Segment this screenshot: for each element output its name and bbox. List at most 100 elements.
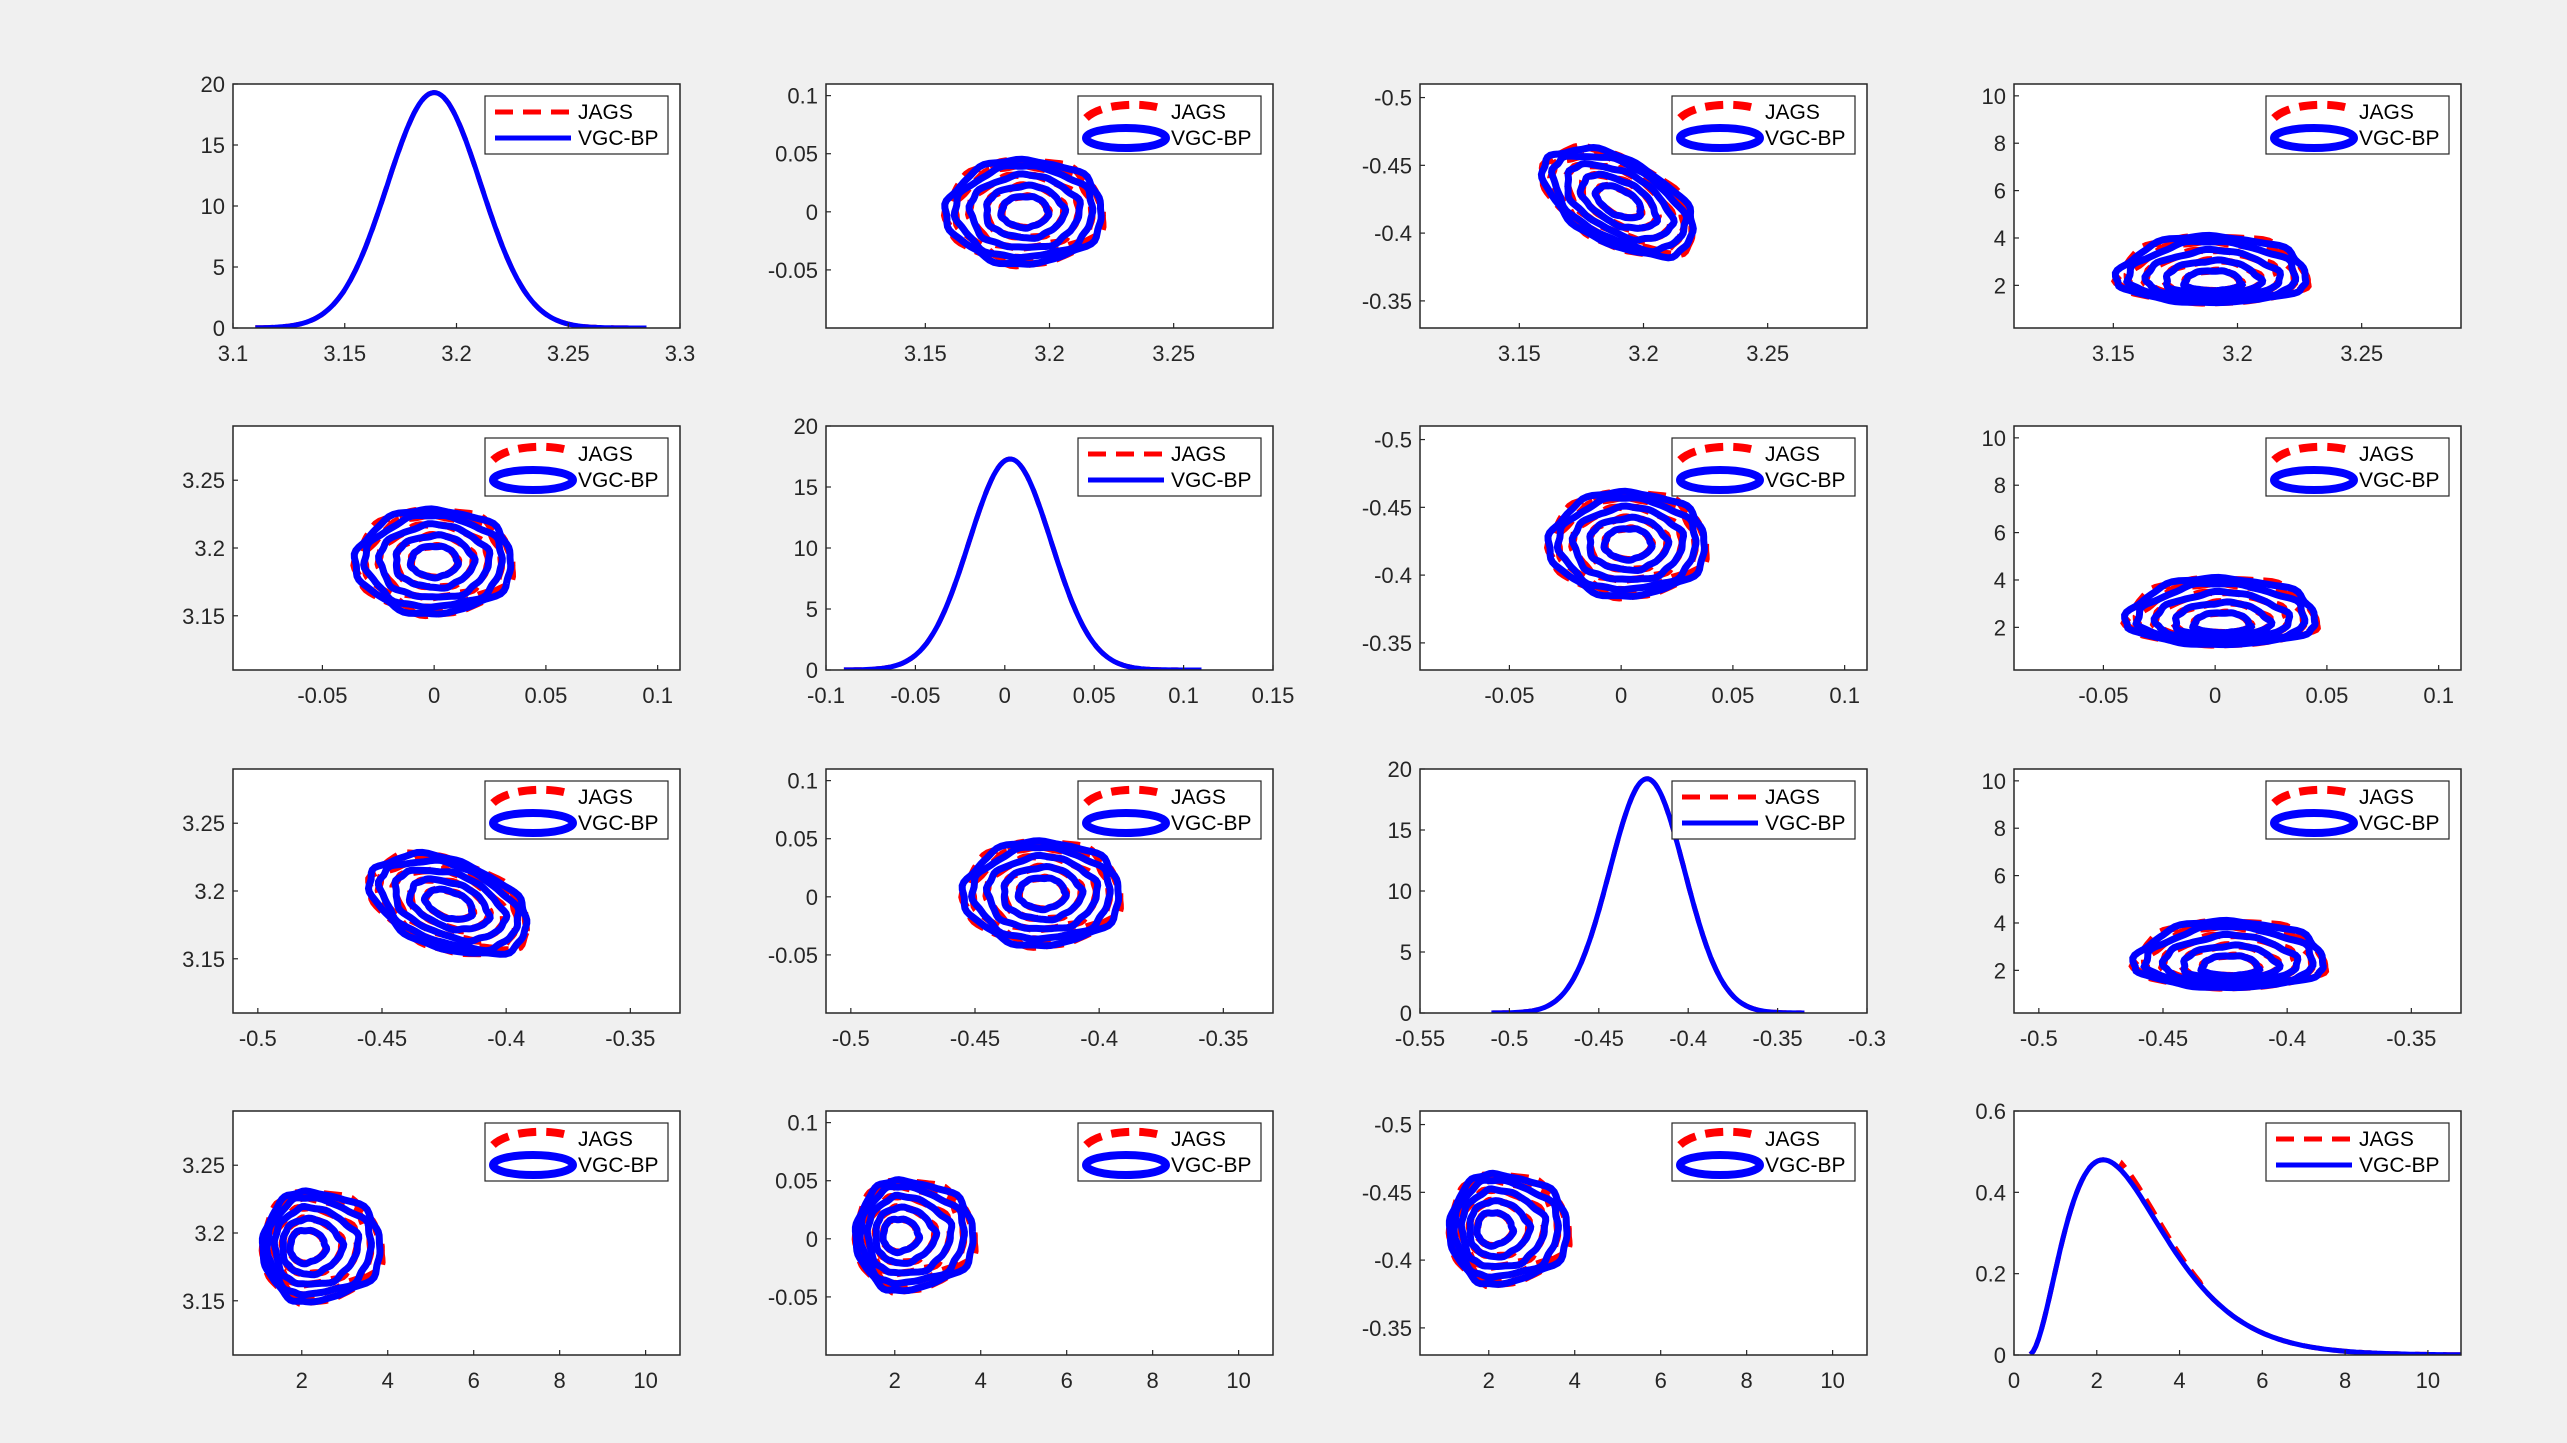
- legend-box: [1671, 780, 1856, 840]
- x-tick-label: -0.5: [1490, 1026, 1528, 1051]
- y-tick-label: 4: [1994, 226, 2006, 251]
- x-tick-label: 2: [1483, 1368, 1495, 1393]
- x-tick-label: 0.05: [524, 683, 567, 708]
- density-line-vgc-bp: [1491, 776, 1805, 1013]
- axes-frame: [1419, 425, 1868, 671]
- subplot-2-1: -0.05 0 0.05 0.1 3.15 3.2 3.25 JAGS VGC-BP: [182, 425, 681, 708]
- x-tick-label: 3.2: [1034, 341, 1065, 366]
- x-tick-label: 0.1: [1829, 683, 1860, 708]
- contour-vgc-bp-level-1: [420, 885, 477, 923]
- x-tick-label: 3.15: [323, 341, 366, 366]
- contour-vgc-bp-level-3: [1564, 159, 1678, 244]
- legend-box: [1077, 437, 1262, 497]
- y-tick-label: 0: [806, 658, 818, 683]
- x-tick-label: -0.05: [297, 683, 347, 708]
- plot-area: [940, 155, 1107, 270]
- x-tick-label: 3.15: [1498, 341, 1541, 366]
- x-tick-label: 0.1: [642, 683, 673, 708]
- legend-swatch-jags: [1083, 1127, 1168, 1149]
- y-tick-label: 0: [1400, 1001, 1412, 1026]
- legend: JAGS VGC-BP: [484, 1122, 669, 1182]
- x-tick-label: 6: [2256, 1368, 2268, 1393]
- x-tick-label: 4: [1569, 1368, 1581, 1393]
- x-tick-label: 8: [2339, 1368, 2351, 1393]
- legend-swatch-jags: [1677, 1127, 1762, 1149]
- contour-vgc-bp-level-3: [1457, 1185, 1550, 1270]
- x-tick-label: 2: [889, 1368, 901, 1393]
- y-tick-label: 20: [201, 72, 225, 97]
- y-tick-label: 3.2: [194, 536, 225, 561]
- y-tick-label: 15: [1388, 818, 1412, 843]
- x-tick-label: 4: [975, 1368, 987, 1393]
- contour-vgc-bp-level-5: [958, 837, 1123, 950]
- x-tick-label: 6: [1061, 1368, 1073, 1393]
- x-tick-label: 3.25: [2340, 341, 2383, 366]
- subplot-1-2: 3.15 3.2 3.25 -0.05 0 0.05 0.1 JAGS VGC-BP: [768, 83, 1274, 366]
- legend-label-vgc-bp: VGC-BP: [1765, 1154, 1846, 1177]
- x-tick-label: 4: [2173, 1368, 2185, 1393]
- legend-label-vgc-bp: VGC-BP: [1171, 812, 1252, 835]
- plot-area: [258, 1187, 386, 1308]
- x-tick-label: 0.15: [1252, 683, 1295, 708]
- legend: JAGS VGC-BP: [1671, 437, 1856, 497]
- y-tick-label: -0.45: [1362, 153, 1412, 178]
- subplot-3-4: -0.5 -0.45 -0.4 -0.35 2 4 6 8 10 JAGS VGC-BP: [1982, 768, 2462, 1051]
- legend-label-jags: JAGS: [1765, 786, 1820, 809]
- y-tick-label: 5: [1400, 940, 1412, 965]
- y-tick-label: -0.4: [1374, 221, 1412, 246]
- y-tick-label: -0.45: [1362, 1180, 1412, 1205]
- legend-label-vgc-bp: VGC-BP: [1171, 469, 1252, 492]
- contour-vgc-bp-level-1: [2180, 267, 2247, 295]
- y-tick-label: -0.05: [768, 943, 818, 968]
- contour-vgc-bp-level-1: [1591, 182, 1645, 222]
- y-tick-label: 0.05: [775, 827, 818, 852]
- subplot-1-3: 3.15 3.2 3.25 -0.35 -0.4 -0.45 -0.5 JAGS VGC-BP: [1362, 83, 1868, 366]
- y-tick-label: 10: [1982, 84, 2006, 109]
- legend: JAGS VGC-BP: [1671, 95, 1856, 155]
- contour-vgc-bp-level-5: [2111, 231, 2310, 307]
- contour-vgc-bp-level-2: [2180, 941, 2284, 983]
- contour-vgc-bp-level-4: [1553, 494, 1700, 594]
- contour-rings: [851, 1176, 979, 1297]
- y-tick-label: 4: [1994, 911, 2006, 936]
- legend-label-jags: JAGS: [578, 101, 633, 124]
- subplot-2-3: -0.05 0 0.05 0.1 -0.35 -0.4 -0.45 -0.5 JAGS VGC-B…: [1362, 425, 1868, 708]
- plot-area: [2028, 1157, 2461, 1355]
- y-tick-label: -0.05: [768, 1285, 818, 1310]
- y-tick-label: -0.45: [1362, 495, 1412, 520]
- x-tick-label: 3.25: [1746, 341, 1789, 366]
- legend-swatch-jags: [490, 442, 575, 464]
- subplot-3-1: -0.5 -0.45 -0.4 -0.35 3.15 3.2 3.25 JAGS VGC-BP: [182, 768, 681, 1051]
- contour-vgc-bp-level-5: [364, 848, 531, 958]
- legend: JAGS VGC-BP: [1077, 780, 1262, 840]
- y-tick-label: 3.2: [194, 1221, 225, 1246]
- legend-swatch-vgc-bp: [2270, 809, 2358, 837]
- x-tick-label: 0: [2008, 1368, 2020, 1393]
- density-line-vgc-bp: [255, 89, 647, 328]
- y-tick-label: 4: [1994, 568, 2006, 593]
- contour-rings: [2128, 916, 2330, 992]
- subplot-2-2: -0.1 -0.05 0 0.05 0.1 0.15 0 5 10 15 20 JAGS VGC-BP: [794, 414, 1295, 708]
- y-tick-label: -0.4: [1374, 1248, 1412, 1273]
- x-tick-label: 10: [1226, 1368, 1250, 1393]
- y-tick-label: 8: [1994, 473, 2006, 498]
- y-tick-label: 20: [794, 414, 818, 439]
- x-tick-label: -0.45: [950, 1026, 1000, 1051]
- legend-label-jags: JAGS: [1171, 1128, 1226, 1151]
- y-tick-label: 0: [1994, 1343, 2006, 1368]
- plot-area: [843, 456, 1202, 670]
- contour-vgc-bp-level-1: [406, 542, 462, 582]
- subplot-4-1: 2 4 6 8 10 3.15 3.2 3.25 JAGS VGC-BP: [182, 1110, 681, 1393]
- legend: JAGS VGC-BP: [1671, 780, 1856, 840]
- x-tick-label: 3.15: [904, 341, 947, 366]
- contour-vgc-bp-level-2: [983, 181, 1070, 242]
- legend-swatch-vgc-bp: [2270, 466, 2358, 494]
- plot-area: [851, 1176, 979, 1297]
- x-tick-label: 3.2: [2222, 341, 2253, 366]
- legend-label-jags: JAGS: [578, 443, 633, 466]
- axes-frame: [2013, 768, 2462, 1014]
- x-tick-label: 3.25: [1152, 341, 1195, 366]
- legend-label-vgc-bp: VGC-BP: [578, 812, 659, 835]
- legend-label-jags: JAGS: [2359, 101, 2414, 124]
- y-tick-label: 6: [1994, 179, 2006, 204]
